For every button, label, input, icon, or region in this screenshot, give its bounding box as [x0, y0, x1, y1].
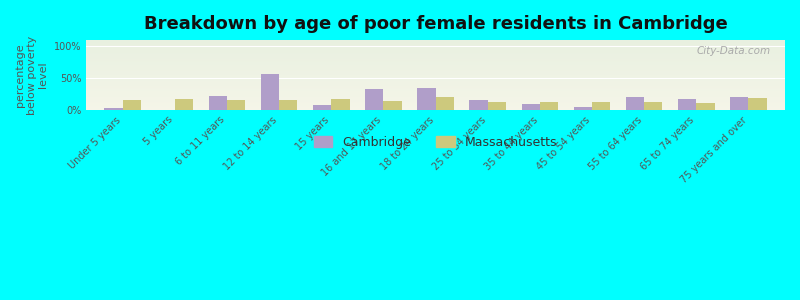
Bar — [86, 73, 785, 74]
Bar — [279, 100, 298, 110]
Bar — [86, 80, 785, 81]
Bar — [86, 102, 785, 103]
Bar — [488, 102, 506, 110]
Bar — [227, 100, 245, 110]
Bar — [86, 89, 785, 90]
Bar — [86, 69, 785, 70]
Bar — [86, 107, 785, 108]
Bar — [540, 102, 558, 110]
Bar — [678, 99, 696, 110]
Bar — [86, 98, 785, 99]
Bar — [86, 65, 785, 66]
Bar — [86, 47, 785, 48]
Bar — [104, 108, 122, 110]
Bar — [86, 105, 785, 106]
Bar — [574, 107, 592, 110]
Bar — [86, 103, 785, 104]
Bar — [522, 103, 540, 110]
Text: City-Data.com: City-Data.com — [697, 46, 771, 56]
Bar — [86, 99, 785, 100]
Bar — [86, 74, 785, 75]
Bar — [86, 82, 785, 83]
Bar — [86, 44, 785, 45]
Bar — [86, 56, 785, 57]
Bar — [86, 97, 785, 98]
Bar — [86, 96, 785, 97]
Bar — [383, 101, 402, 110]
Bar — [86, 84, 785, 85]
Bar — [86, 68, 785, 69]
Bar — [86, 78, 785, 79]
Bar — [86, 45, 785, 46]
Bar — [86, 79, 785, 80]
Bar — [174, 99, 193, 110]
Bar — [86, 87, 785, 88]
Bar — [86, 100, 785, 101]
Bar — [86, 42, 785, 43]
Bar — [592, 102, 610, 110]
Bar — [86, 49, 785, 50]
Bar — [86, 50, 785, 51]
Bar — [86, 60, 785, 61]
Bar — [86, 76, 785, 77]
Bar — [86, 83, 785, 84]
Bar — [749, 98, 766, 110]
Bar — [86, 88, 785, 89]
Bar — [86, 93, 785, 94]
Bar — [365, 89, 383, 110]
Legend: Cambridge, Massachusetts: Cambridge, Massachusetts — [309, 131, 562, 154]
Bar — [626, 97, 644, 110]
Bar — [86, 46, 785, 47]
Bar — [86, 40, 785, 41]
Bar — [730, 97, 749, 110]
Bar — [86, 85, 785, 86]
Bar — [86, 54, 785, 55]
Bar — [86, 81, 785, 82]
Title: Breakdown by age of poor female residents in Cambridge: Breakdown by age of poor female resident… — [144, 15, 727, 33]
Bar — [86, 94, 785, 95]
Bar — [86, 75, 785, 76]
Bar — [86, 66, 785, 67]
Bar — [209, 96, 227, 110]
Bar — [418, 88, 435, 110]
Bar — [86, 77, 785, 78]
Bar — [313, 105, 331, 110]
Bar — [86, 51, 785, 52]
Bar — [86, 58, 785, 59]
Bar — [86, 61, 785, 62]
Bar — [86, 106, 785, 107]
Bar — [86, 95, 785, 96]
Bar — [86, 101, 785, 102]
Bar — [470, 100, 488, 110]
Bar — [435, 97, 454, 110]
Bar — [86, 59, 785, 60]
Y-axis label: percentage
below poverty
level: percentage below poverty level — [15, 35, 48, 115]
Bar — [86, 91, 785, 92]
Bar — [331, 99, 350, 110]
Bar — [86, 52, 785, 53]
Bar — [86, 48, 785, 49]
Bar — [86, 71, 785, 72]
Bar — [86, 63, 785, 64]
Bar — [86, 92, 785, 93]
Bar — [86, 70, 785, 71]
Bar — [86, 62, 785, 63]
Bar — [696, 103, 714, 110]
Bar — [122, 100, 141, 110]
Bar — [86, 72, 785, 73]
Bar — [261, 74, 279, 110]
Bar — [86, 67, 785, 68]
Bar — [86, 41, 785, 42]
Bar — [644, 102, 662, 110]
Bar — [86, 86, 785, 87]
Bar — [86, 90, 785, 91]
Bar — [86, 53, 785, 54]
Bar — [86, 104, 785, 105]
Bar — [86, 108, 785, 109]
Bar — [86, 109, 785, 110]
Bar — [86, 57, 785, 58]
Bar — [86, 64, 785, 65]
